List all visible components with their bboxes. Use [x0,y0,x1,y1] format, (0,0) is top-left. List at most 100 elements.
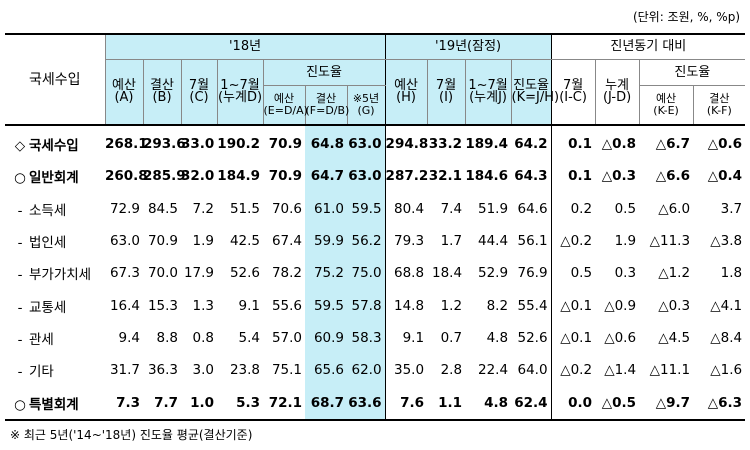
table-cell: 18.4 [431,265,463,282]
table-cell: △6.0 [658,200,691,217]
row-label-text: 소득세 [29,202,67,219]
table-cell: △6.7 [655,136,691,153]
row-label: ◇ 국세수입 [5,125,105,160]
table-cell: 59.9 [305,224,347,258]
table-row: - 기타 31.7 36.3 3.0 23.8 75.1 65.6 62.0 35.0 2.8 22.… [5,354,745,387]
table-cell: 63.0 [347,125,386,161]
table-cell: 35.0 [384,354,428,387]
row-label-text: 일반회계 [29,170,79,187]
table-cell: 4.8 [486,329,509,346]
table-cell: 0.8 [192,329,214,346]
table-cell: 56.2 [347,224,386,258]
table-cell: 15.3 [147,297,178,314]
table-cell: 3.0 [192,362,214,379]
table-cell: 9.4 [118,329,140,346]
table-cell: △0.2 [550,354,596,387]
unit-note: (단위: 조원, %, %p) [632,10,740,24]
table-row: - 법인세 63.0 70.9 1.9 42.5 67.4 59.9 56.2 79.3 1.7 44… [5,224,745,258]
progress-header-yoy: 진도율 [638,59,746,86]
table-cell: 1.2 [440,297,463,314]
row-label: - 부가가치세 [5,257,105,289]
table-cell: 285.9 [143,168,186,185]
table-cell: 287.2 [384,160,428,193]
col-july-c: 7월 (C) [180,59,217,126]
table-cell: △6.3 [707,394,743,411]
table-cell: △0.2 [550,224,596,258]
table-cell: 7.4 [440,200,463,217]
row-label: ○ 일반회계 [5,160,105,192]
table-cell: 0.2 [550,192,596,225]
col-progress-k: 진도율 (K=J/H) [510,59,559,126]
table-cell: 70.9 [268,168,302,185]
table-cell: 0.1 [550,125,596,161]
row-marker: ◇ [14,138,26,155]
table-cell: 63.6 [347,386,386,420]
table-cell: 64.7 [305,160,347,193]
row-label-header: 국세수입 [5,33,105,126]
table-cell: 76.9 [517,265,548,282]
table-cell: 22.4 [477,362,509,379]
table-cell: 70.0 [147,265,178,282]
table-cell: 59.5 [305,289,347,322]
table-cell: 7.3 [116,394,140,411]
table-cell: △1.4 [604,362,637,379]
table-cell: 268.1 [105,136,148,153]
progress-header-18: 진도율 [262,59,386,86]
row-label-text: 국세수입 [29,138,79,155]
row-label-text: 특별회계 [29,396,79,413]
table-cell: 70.9 [268,136,302,153]
row-label: - 기타 [5,354,105,386]
table-cell: 70.6 [271,200,302,217]
table-cell: 52.9 [477,265,509,282]
col-budget-h: 예산 (H) [384,59,428,126]
table-cell: 60.9 [305,321,347,355]
table-cell: 32.0 [181,168,215,185]
table-cell: 80.4 [384,192,428,225]
row-marker: - [17,235,23,252]
table-cell: 184.6 [465,168,509,185]
col-progress-f: 결산 (F=D/B) [304,85,349,126]
table-cell: 72.9 [109,200,140,217]
table-row: ○ 일반회계 260.8 285.9 32.0 184.9 70.9 64.7 63.0 287.… [5,160,745,193]
col-progress-e: 예산 (E=D/A) [262,85,308,126]
table-row: ○ 특별회계 7.3 7.7 1.0 5.3 72.1 68.7 63.6 7.6 1.1 4.8 62… [5,386,746,420]
table-cell: 75.0 [347,257,386,290]
row-marker: - [17,364,23,381]
table-cell: △11.3 [649,233,691,250]
table-cell: 0.5 [614,200,637,217]
row-marker: - [17,202,23,219]
table-cell: △9.7 [655,394,691,411]
table-cell: △0.1 [550,321,596,355]
table-cell: 7.2 [192,200,214,217]
table-cell: 67.3 [109,265,140,282]
table-row: - 교통세 16.4 15.3 1.3 9.1 55.6 59.5 57.8 14.8 1.2 8.2… [5,289,745,322]
row-marker: - [17,331,23,348]
table-row: - 부가가치세 67.3 70.0 17.9 52.6 78.2 75.2 75.0 68.8 18… [5,257,745,290]
table-cell: 75.1 [271,362,302,379]
col-budget-a: 예산 (A) [104,59,143,126]
table-cell: 59.5 [347,192,386,225]
table-cell: △1.6 [710,362,743,379]
table-cell: 1.1 [438,394,463,411]
table-cell: 64.0 [517,362,548,379]
table-cell: 7.6 [384,386,428,420]
table-cell: 23.8 [229,362,260,379]
table-cell: 36.3 [147,362,178,379]
table-cell: 33.2 [428,136,463,153]
table-cell: 61.0 [305,192,347,225]
tax-revenue-table: 국세수입 '18년 '19년(잠정) 진년동기 대비 예산 (A) 결산 (B) 7… [5,33,746,421]
table-cell: △0.6 [604,329,637,346]
table-cell: 52.6 [517,329,548,346]
table-cell: 2.8 [440,362,463,379]
table-cell: 58.3 [347,321,386,355]
row-label-text: 기타 [29,364,54,381]
table-cell: 8.2 [486,297,509,314]
table-cell: 0.7 [440,329,463,346]
table-cell: 64.8 [305,125,347,161]
table-cell: 293.6 [143,136,186,153]
row-marker: - [17,267,23,284]
col-july-diff: 7월 (I-C) [550,59,596,126]
col-settle-b: 결산 (B) [142,59,181,126]
table-cell: △0.1 [550,289,596,322]
table-cell: 56.1 [517,233,548,250]
